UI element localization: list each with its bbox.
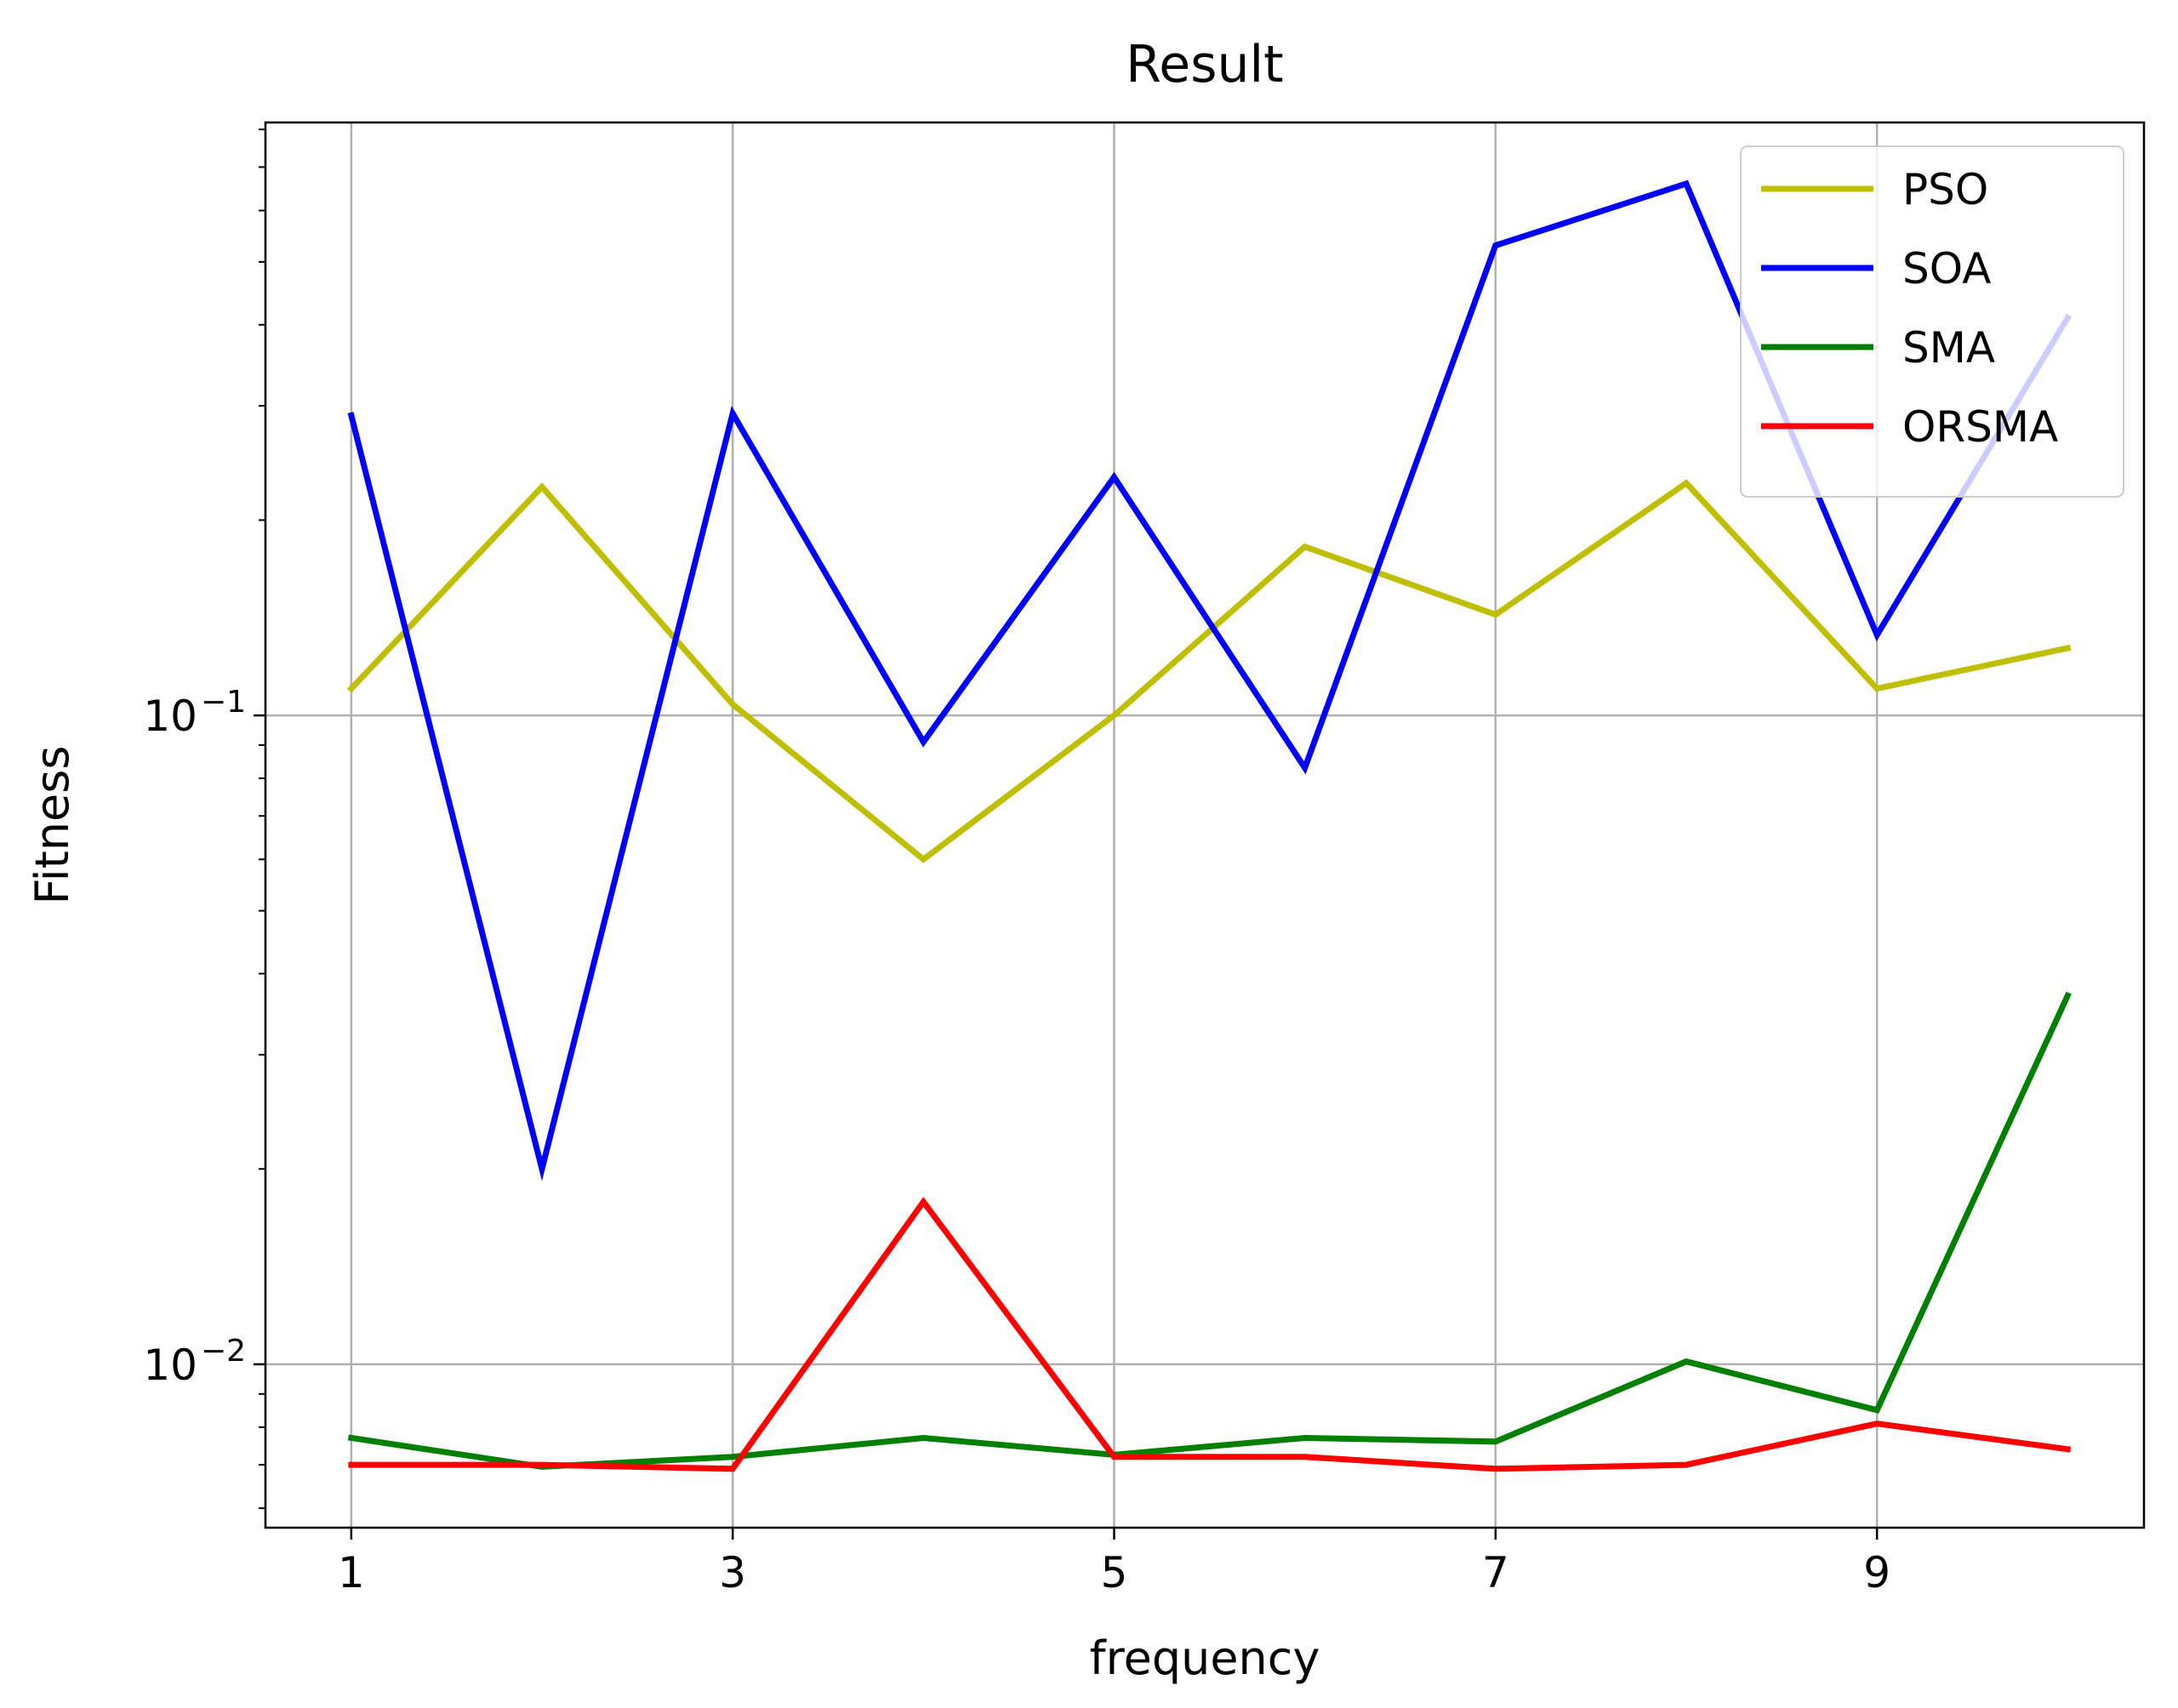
legend-label-soa: SOA [1902,244,1991,293]
y-tick-base: 10 [143,692,197,741]
x-axis-label: frequency [1090,1631,1320,1685]
plot-frame [264,121,2146,1529]
y-tick-label: 10 [143,692,197,741]
legend-box [1740,145,2124,498]
legend-label-sma: SMA [1902,323,1995,373]
series-line-sma [347,991,2072,1470]
x-tick-label: 3 [719,1548,746,1597]
y-axis-label: Fitness [26,745,79,904]
y-tick-base: 10 [143,1341,197,1390]
x-tick-label: 5 [1101,1548,1128,1597]
y-tick-label: 10 [143,1341,197,1390]
legend: PSO SOA SMA ORSMA [1740,145,2124,498]
series-line-pso [346,479,2072,863]
chart-title: Result [1126,35,1283,94]
x-tick-label: 1 [338,1548,365,1597]
legend-label-orsma: ORSMA [1902,402,2058,452]
grid [265,122,2144,1528]
y-tick-exponent: −2 [201,1334,246,1369]
axis-ticks: 1 3 5 7 910−210−1 [143,128,1890,1597]
x-tick-label: 9 [1863,1548,1890,1597]
series-line-orsma [348,1196,2072,1472]
y-tick-exponent: −1 [201,685,246,720]
legend-label-pso: PSO [1902,165,1988,214]
x-tick-label: 7 [1482,1548,1509,1597]
